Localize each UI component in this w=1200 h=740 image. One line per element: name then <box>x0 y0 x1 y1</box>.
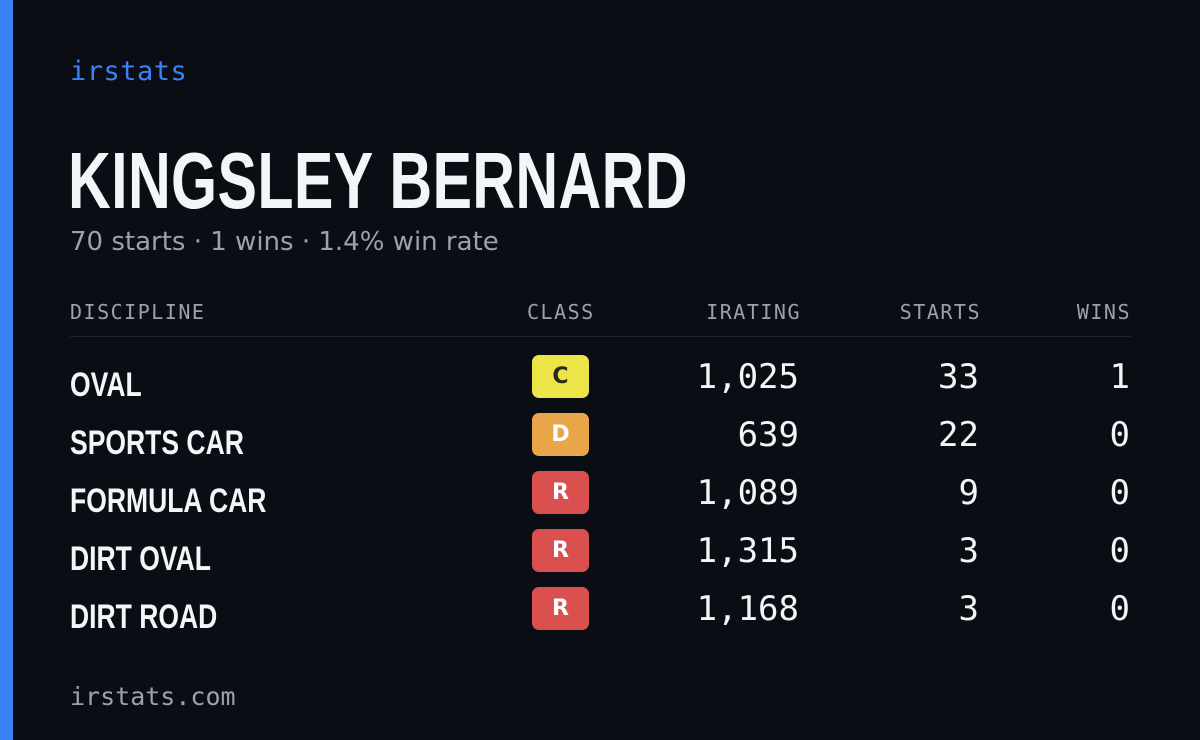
table-row: SPORTS CAR D 639 22 0 <box>0 413 1200 471</box>
discipline-label: DIRT ROAD <box>70 598 218 636</box>
wins-value: 0 <box>1109 473 1130 513</box>
table-row: DIRT OVAL R 1,315 3 0 <box>0 529 1200 587</box>
discipline-label: OVAL <box>70 366 142 404</box>
driver-name: KINGSLEY BERNARD <box>68 136 688 225</box>
class-badge: R <box>532 529 589 572</box>
starts-value: 3 <box>958 589 979 629</box>
irating-value: 1,025 <box>696 357 799 397</box>
class-badge: R <box>532 471 589 514</box>
irating-value: 1,168 <box>696 589 799 629</box>
table-row: FORMULA CAR R 1,089 9 0 <box>0 471 1200 529</box>
starts-value: 22 <box>938 415 979 455</box>
wins-value: 1 <box>1109 357 1130 397</box>
brand-logo-text[interactable]: irstats <box>70 56 188 87</box>
driver-summary: 70 starts · 1 wins · 1.4% win rate <box>70 227 499 257</box>
table-row: DIRT ROAD R 1,168 3 0 <box>0 587 1200 645</box>
column-header-irating: IRATING <box>706 300 801 324</box>
table-row: OVAL C 1,025 33 1 <box>0 355 1200 413</box>
discipline-label: SPORTS CAR <box>70 424 244 462</box>
discipline-label: DIRT OVAL <box>70 540 211 578</box>
class-badge: R <box>532 587 589 630</box>
column-header-discipline: DISCIPLINE <box>70 300 206 324</box>
footer-domain[interactable]: irstats.com <box>70 682 236 711</box>
irating-value: 1,089 <box>696 473 799 513</box>
starts-value: 33 <box>938 357 979 397</box>
discipline-label: FORMULA CAR <box>70 482 267 520</box>
header-divider <box>70 336 1131 337</box>
column-header-class: CLASS <box>527 300 595 324</box>
class-badge: D <box>532 413 589 456</box>
irating-value: 1,315 <box>696 531 799 571</box>
wins-value: 0 <box>1109 589 1130 629</box>
column-header-starts: STARTS <box>899 300 981 324</box>
starts-value: 9 <box>958 473 979 513</box>
accent-bar <box>0 0 13 740</box>
starts-value: 3 <box>958 531 979 571</box>
wins-value: 0 <box>1109 415 1130 455</box>
column-header-wins: WINS <box>1076 300 1131 324</box>
wins-value: 0 <box>1109 531 1130 571</box>
irating-value: 639 <box>737 415 799 455</box>
class-badge: C <box>532 355 589 398</box>
